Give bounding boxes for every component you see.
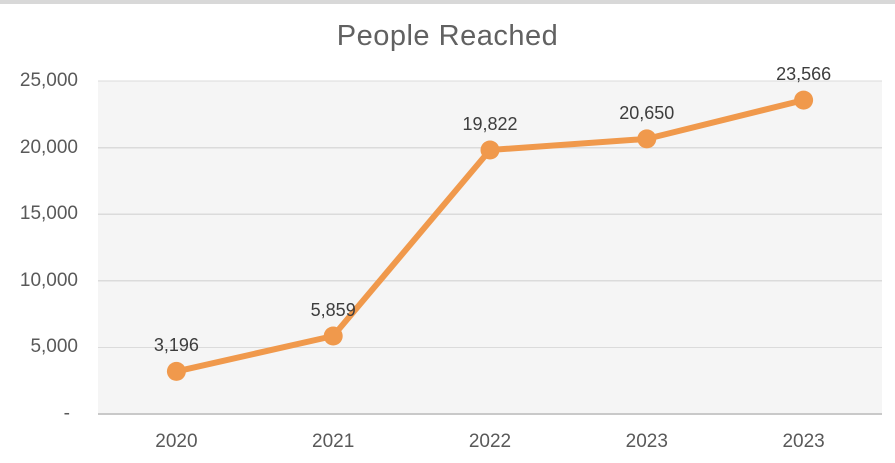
y-axis-tick-label: 20,000 (19, 136, 78, 158)
data-point-label: 5,859 (310, 300, 356, 320)
plot-area: 3,196 5,859 19,822 20,650 23,566 (98, 64, 882, 415)
x-axis: 2020 2021 2022 2023 2023 (98, 431, 882, 453)
x-axis-tick-label: 2021 (312, 431, 355, 452)
y-axis: 25,000 20,000 15,000 10,000 5,000 - (0, 70, 78, 424)
data-point-label: 20,650 (619, 102, 675, 123)
data-point-marker (323, 326, 343, 346)
y-axis-tick-label: - (63, 403, 70, 424)
x-axis-tick-label: 2023 (782, 431, 825, 452)
data-point-marker (166, 361, 186, 381)
chart-title: People Reached (336, 20, 559, 52)
y-axis-tick-label: 15,000 (19, 203, 78, 225)
y-axis-tick-label: 25,000 (19, 70, 78, 91)
data-point-marker (637, 129, 657, 149)
y-axis-tick-label: 5,000 (30, 336, 78, 358)
x-axis-tick-label: 2023 (625, 431, 668, 452)
top-strip (0, 0, 895, 4)
x-axis-tick-label: 2022 (468, 431, 512, 452)
line-series-chart (98, 80, 882, 415)
data-point-marker (480, 140, 500, 160)
data-point-label: 3,196 (153, 335, 199, 356)
data-point-marker (794, 90, 814, 110)
x-axis-tick-label: 2020 (155, 431, 198, 452)
data-point-label: 19,822 (462, 114, 518, 134)
data-point-label: 23,566 (776, 64, 832, 85)
y-axis-tick-label: 10,000 (19, 269, 78, 291)
